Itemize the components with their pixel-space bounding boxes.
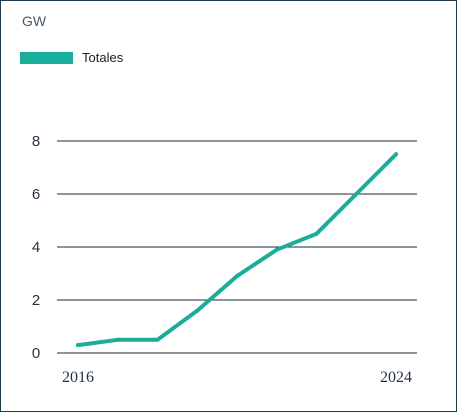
data-point (115, 337, 120, 342)
data-point (155, 337, 160, 342)
data-point (195, 308, 200, 313)
legend-swatch-totales (20, 52, 73, 64)
unit-label: GW (22, 13, 47, 29)
data-point (76, 343, 80, 348)
data-point (354, 192, 359, 196)
y-tick-label: 6 (32, 186, 40, 203)
x-tick-label: 2016 (62, 369, 94, 386)
data-point (235, 274, 239, 279)
series-layer (76, 152, 398, 348)
x-tick-label: 2024 (380, 369, 412, 386)
data-point (394, 152, 398, 157)
y-tick-label: 8 (32, 133, 40, 150)
y-tick-label: 2 (32, 292, 40, 309)
y-axis-ticks: 0 2 4 6 8 (32, 133, 40, 362)
data-point (314, 231, 319, 236)
grid-lines (57, 140, 417, 354)
series-line-totales (76, 152, 398, 348)
y-tick-label: 0 (32, 345, 40, 362)
legend-label-totales: Totales (82, 50, 124, 65)
x-axis-ticks: 2016 2024 (62, 369, 412, 386)
y-tick-label: 4 (32, 239, 40, 256)
data-point (274, 247, 279, 252)
